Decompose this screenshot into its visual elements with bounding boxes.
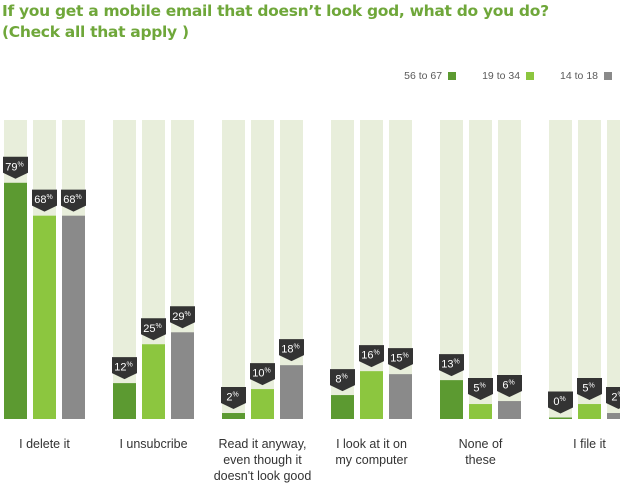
bar-group-5-s3 bbox=[498, 401, 521, 419]
bar-track-group-4-s2 bbox=[360, 120, 383, 419]
data-label-group-2-s1: 12% bbox=[114, 362, 132, 374]
data-label-group-1-s1: 79% bbox=[5, 161, 23, 173]
category-label-line: even though it bbox=[223, 453, 302, 467]
category-label-line: these bbox=[465, 453, 496, 467]
value-badge-group-6-s1 bbox=[548, 391, 573, 414]
value-badge-group-5-s2 bbox=[468, 378, 493, 401]
value-badge-group-2-s2 bbox=[141, 318, 166, 341]
data-label-group-6-s2: 5% bbox=[582, 383, 594, 395]
category-label-group-5: None of these bbox=[426, 436, 536, 468]
value-badge-group-5-s3 bbox=[497, 375, 522, 398]
bar-track-group-6-s3 bbox=[607, 120, 620, 419]
bar-group-3-s2 bbox=[251, 389, 274, 419]
category-label-group-4: I look at it on my computer bbox=[317, 436, 427, 468]
data-label-group-4-s2: 16% bbox=[361, 350, 379, 362]
bar-group-2-s1 bbox=[113, 383, 136, 419]
bar-group-1-s2 bbox=[33, 215, 56, 419]
legend-item-19-to-34: 19 to 34 bbox=[482, 70, 535, 82]
legend-swatch-14-to-18 bbox=[604, 72, 612, 80]
value-badge-group-2-s1 bbox=[112, 357, 137, 380]
data-label-group-5-s1: 13% bbox=[441, 359, 459, 371]
bar-track-group-2-s1 bbox=[113, 120, 136, 419]
data-label-group-1-s3: 68% bbox=[63, 194, 81, 206]
bar-track-group-4-s1 bbox=[331, 120, 354, 419]
chart-title-line-2: (Check all that apply ) bbox=[2, 23, 189, 41]
bar-track-group-5-s1 bbox=[440, 120, 463, 419]
legend-swatch-56-to-67 bbox=[448, 72, 457, 80]
bar-track-group-3-s1 bbox=[222, 120, 245, 419]
category-label-group-3: Read it anyway, even though it doesn't loo… bbox=[208, 436, 318, 484]
legend: 56 to 67 19 to 34 14 to 18 bbox=[378, 70, 612, 82]
bar-group-2-s3 bbox=[171, 332, 194, 419]
category-label-line: None of bbox=[458, 437, 503, 451]
bar-group-1-s3 bbox=[62, 215, 85, 419]
bar-group-5-s1 bbox=[440, 380, 463, 419]
legend-label-56-to-67: 56 to 67 bbox=[404, 70, 443, 82]
data-label-group-6-s1: 0% bbox=[553, 396, 565, 408]
bar-group-5-s2 bbox=[469, 404, 492, 419]
bar-group-6-s1 bbox=[549, 417, 572, 419]
data-label-group-1-s2: 68% bbox=[34, 194, 52, 206]
value-badge-group-5-s1 bbox=[439, 354, 464, 377]
legend-item-56-to-67: 56 to 67 bbox=[404, 70, 457, 82]
bar-track-group-4-s3 bbox=[389, 120, 412, 419]
bar-group-4-s3 bbox=[389, 374, 412, 419]
bar-track-group-6-s1 bbox=[549, 120, 572, 419]
category-label-line: I look at it on bbox=[336, 437, 407, 451]
value-badge-group-6-s2 bbox=[577, 378, 602, 401]
bar-track-group-6-s2 bbox=[578, 120, 601, 419]
data-label-group-3-s1: 2% bbox=[226, 392, 238, 404]
data-label-group-6-s3: 2% bbox=[611, 392, 620, 404]
value-badge-group-6-s3 bbox=[606, 387, 620, 410]
data-label-group-2-s3: 29% bbox=[172, 311, 190, 323]
value-badge-group-1-s2 bbox=[32, 189, 57, 212]
value-badge-group-3-s1 bbox=[221, 387, 246, 410]
data-label-group-5-s3: 6% bbox=[502, 380, 514, 392]
value-badge-group-1-s3 bbox=[61, 189, 86, 212]
bar-track-group-5-s3 bbox=[498, 120, 521, 419]
category-label-group-6: I file it bbox=[535, 436, 620, 452]
bar-group-6-s3 bbox=[607, 413, 620, 419]
bar-track-group-3-s2 bbox=[251, 120, 274, 419]
bar-group-4-s2 bbox=[360, 371, 383, 419]
category-label-group-1: I delete it bbox=[0, 436, 100, 452]
data-label-group-5-s2: 5% bbox=[473, 383, 485, 395]
bar-group-1-s1 bbox=[4, 182, 27, 419]
value-badge-group-3-s3 bbox=[279, 339, 304, 362]
value-badge-group-4-s3 bbox=[388, 348, 413, 371]
bar-track-group-5-s2 bbox=[469, 120, 492, 419]
category-label-line: I delete it bbox=[19, 437, 70, 451]
bar-group-3-s1 bbox=[222, 413, 245, 419]
category-label-line: I file it bbox=[573, 437, 606, 451]
category-label-group-2: I unsubcribe bbox=[99, 436, 209, 452]
category-label-line: doesn't look good bbox=[213, 469, 312, 483]
chart-title-line-1: If you get a mobile email that doesn’t l… bbox=[2, 2, 549, 20]
value-badge-group-1-s1 bbox=[3, 156, 28, 179]
bar-group-4-s1 bbox=[331, 395, 354, 419]
value-badge-group-2-s3 bbox=[170, 306, 195, 329]
legend-label-14-to-18: 14 to 18 bbox=[560, 70, 598, 82]
data-label-group-4-s3: 15% bbox=[390, 353, 408, 365]
data-label-group-2-s2: 25% bbox=[143, 323, 161, 335]
legend-swatch-19-to-34 bbox=[526, 72, 535, 80]
category-label-line: my computer bbox=[335, 453, 408, 467]
category-label-line: Read it anyway, bbox=[218, 437, 307, 451]
legend-label-19-to-34: 19 to 34 bbox=[482, 70, 521, 82]
value-badge-group-3-s2 bbox=[250, 363, 275, 386]
category-label-line: I unsubcribe bbox=[119, 437, 188, 451]
value-badge-group-4-s2 bbox=[359, 345, 384, 368]
legend-item-14-to-18: 14 to 18 bbox=[560, 70, 612, 82]
data-label-group-4-s1: 8% bbox=[335, 374, 347, 386]
bar-group-6-s2 bbox=[578, 404, 601, 419]
bar-group-3-s3 bbox=[280, 365, 303, 419]
data-label-group-3-s2: 10% bbox=[252, 368, 270, 380]
chart-title: If you get a mobile email that doesn’t l… bbox=[2, 1, 614, 43]
bar-group-2-s2 bbox=[142, 344, 165, 419]
value-badge-group-4-s1 bbox=[330, 369, 355, 392]
data-label-group-3-s3: 18% bbox=[281, 344, 299, 356]
